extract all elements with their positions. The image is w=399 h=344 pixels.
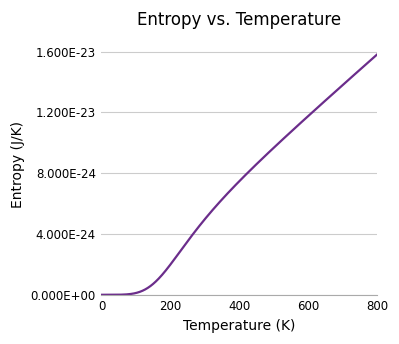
Y-axis label: Entropy (J/K): Entropy (J/K) xyxy=(11,121,25,208)
X-axis label: Temperature (K): Temperature (K) xyxy=(183,319,295,333)
Title: Entropy vs. Temperature: Entropy vs. Temperature xyxy=(137,11,341,29)
